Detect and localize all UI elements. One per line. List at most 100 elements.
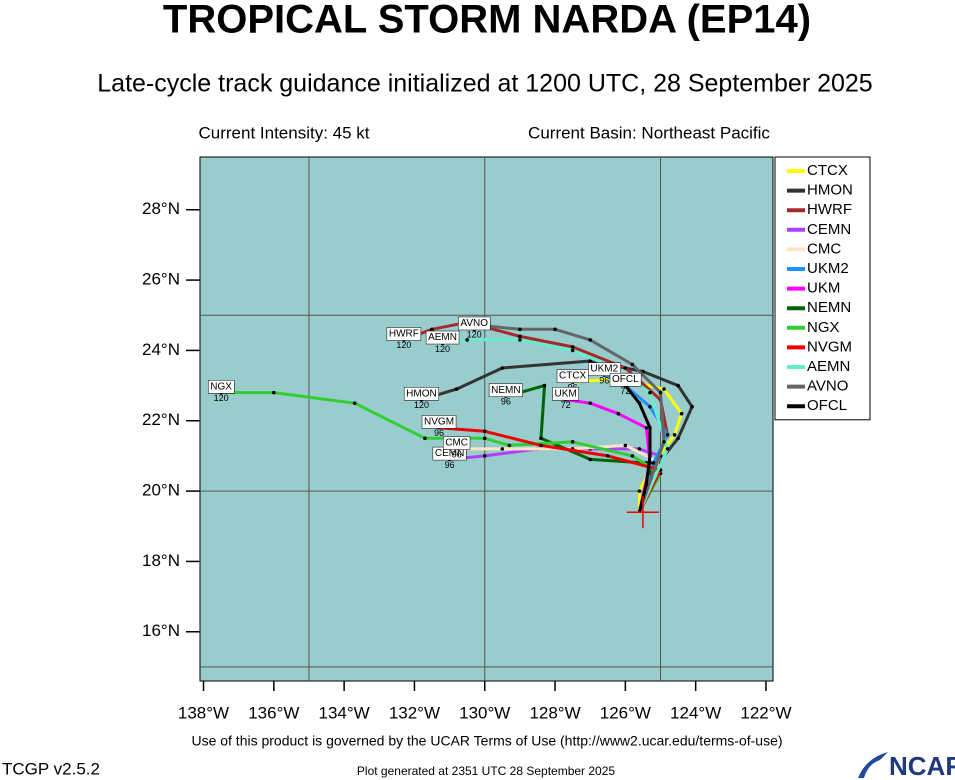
track-point bbox=[588, 338, 593, 342]
track-label-box bbox=[208, 380, 235, 394]
legend-label: NGX bbox=[807, 319, 840, 336]
track-label: UKM2 bbox=[590, 364, 618, 375]
track-point bbox=[651, 461, 656, 465]
track-point bbox=[570, 348, 575, 353]
track-point bbox=[518, 327, 522, 332]
legend-label: UKM bbox=[807, 280, 840, 297]
track-hour: 96 bbox=[599, 375, 609, 385]
x-tick-label: 136°W bbox=[248, 703, 299, 722]
track-point bbox=[676, 436, 680, 441]
track-label: NGX bbox=[210, 381, 232, 392]
plot-area bbox=[199, 156, 774, 682]
legend-label: HWRF bbox=[807, 201, 852, 218]
logo-swoosh bbox=[858, 752, 888, 778]
track-label: OFCL bbox=[612, 374, 639, 385]
track-label: HMON bbox=[406, 388, 437, 399]
version: TCGP v2.5.2 bbox=[2, 759, 100, 778]
track-point bbox=[623, 366, 628, 370]
y-tick-label: 22°N bbox=[142, 410, 180, 429]
track-hour: 96 bbox=[452, 449, 462, 459]
track-point bbox=[662, 387, 666, 391]
track-point bbox=[588, 457, 593, 462]
track-point bbox=[423, 436, 427, 441]
x-tick-label: 138°W bbox=[178, 703, 229, 722]
legend-label: CTCX bbox=[807, 162, 848, 179]
logo-text: NCAR bbox=[889, 751, 955, 780]
x-tick-label: 124°W bbox=[670, 703, 721, 722]
track-point bbox=[658, 390, 663, 395]
x-tick-label: 126°W bbox=[600, 703, 651, 722]
track-point bbox=[648, 390, 652, 395]
track-point bbox=[623, 443, 628, 448]
track-point bbox=[570, 440, 575, 444]
track-point bbox=[542, 383, 547, 388]
y-tick-label: 18°N bbox=[142, 551, 180, 570]
terms: Use of this product is governed by the U… bbox=[191, 733, 782, 749]
track-point bbox=[648, 425, 652, 430]
track-hour: 96 bbox=[434, 428, 444, 438]
track-label: CTCX bbox=[559, 371, 587, 382]
logo: NCAR bbox=[858, 751, 955, 780]
legend-label: UKM2 bbox=[807, 260, 849, 277]
y-tick-label: 16°N bbox=[142, 621, 180, 640]
track-point bbox=[518, 334, 522, 339]
legend-label: CMC bbox=[807, 240, 841, 257]
track-point bbox=[482, 429, 487, 434]
track-label-box bbox=[442, 436, 471, 450]
track-label: NVGM bbox=[424, 416, 454, 427]
track-label-box bbox=[421, 415, 457, 429]
track-point bbox=[637, 489, 642, 493]
track-point bbox=[482, 454, 487, 458]
track-hour: 120 bbox=[435, 344, 450, 354]
track-point bbox=[500, 366, 505, 370]
y-tick-label: 28°N bbox=[142, 199, 180, 218]
track bbox=[624, 384, 652, 513]
track-label-box bbox=[425, 330, 460, 345]
track-point bbox=[588, 359, 593, 363]
y-tick-label: 26°N bbox=[142, 270, 180, 289]
track-point bbox=[539, 436, 543, 441]
track-label-box bbox=[386, 327, 422, 341]
track-label: CEMN bbox=[435, 448, 464, 459]
y-tick-label: 20°N bbox=[142, 481, 180, 500]
basin: Current Basin: Northeast Pacific bbox=[528, 123, 770, 142]
track-point bbox=[630, 454, 635, 458]
legend-label: OFCL bbox=[807, 397, 847, 414]
track-hour: 120 bbox=[467, 330, 482, 340]
track-hour: 72 bbox=[561, 400, 571, 410]
track-point bbox=[272, 390, 276, 395]
legend-label: CEMN bbox=[807, 221, 851, 238]
intensity: Current Intensity: 45 kt bbox=[198, 123, 369, 142]
track-point bbox=[637, 447, 642, 451]
track-point bbox=[553, 327, 557, 332]
x-tick-label: 122°W bbox=[740, 703, 791, 722]
track-point bbox=[352, 401, 357, 405]
track-point bbox=[679, 411, 684, 416]
track-point bbox=[676, 383, 680, 388]
track-point bbox=[644, 425, 649, 430]
track-point bbox=[518, 338, 522, 342]
track-point bbox=[630, 362, 635, 367]
x-tick-label: 130°W bbox=[459, 703, 510, 722]
track-label: CMC bbox=[445, 438, 468, 449]
track-point bbox=[500, 447, 505, 451]
legend-label: HMON bbox=[807, 182, 853, 199]
track-label: AEMN bbox=[428, 332, 457, 343]
track-point bbox=[482, 436, 487, 441]
track-label: AVNO bbox=[460, 318, 488, 329]
track-point bbox=[430, 327, 434, 332]
track-point bbox=[539, 443, 543, 448]
track-point bbox=[665, 447, 670, 451]
track-point bbox=[690, 404, 694, 409]
track-hour: 120 bbox=[396, 340, 411, 350]
track-label-box bbox=[609, 372, 642, 387]
chart-title: TROPICAL STORM NARDA (EP14) bbox=[163, 0, 811, 42]
y-tick-label: 24°N bbox=[142, 340, 180, 359]
track-point bbox=[507, 443, 512, 448]
track-label: NEMN bbox=[491, 385, 520, 396]
track-point bbox=[644, 482, 649, 486]
track-hour: 72 bbox=[620, 386, 630, 396]
track-hour: 96 bbox=[445, 460, 455, 470]
track-point bbox=[605, 454, 610, 458]
